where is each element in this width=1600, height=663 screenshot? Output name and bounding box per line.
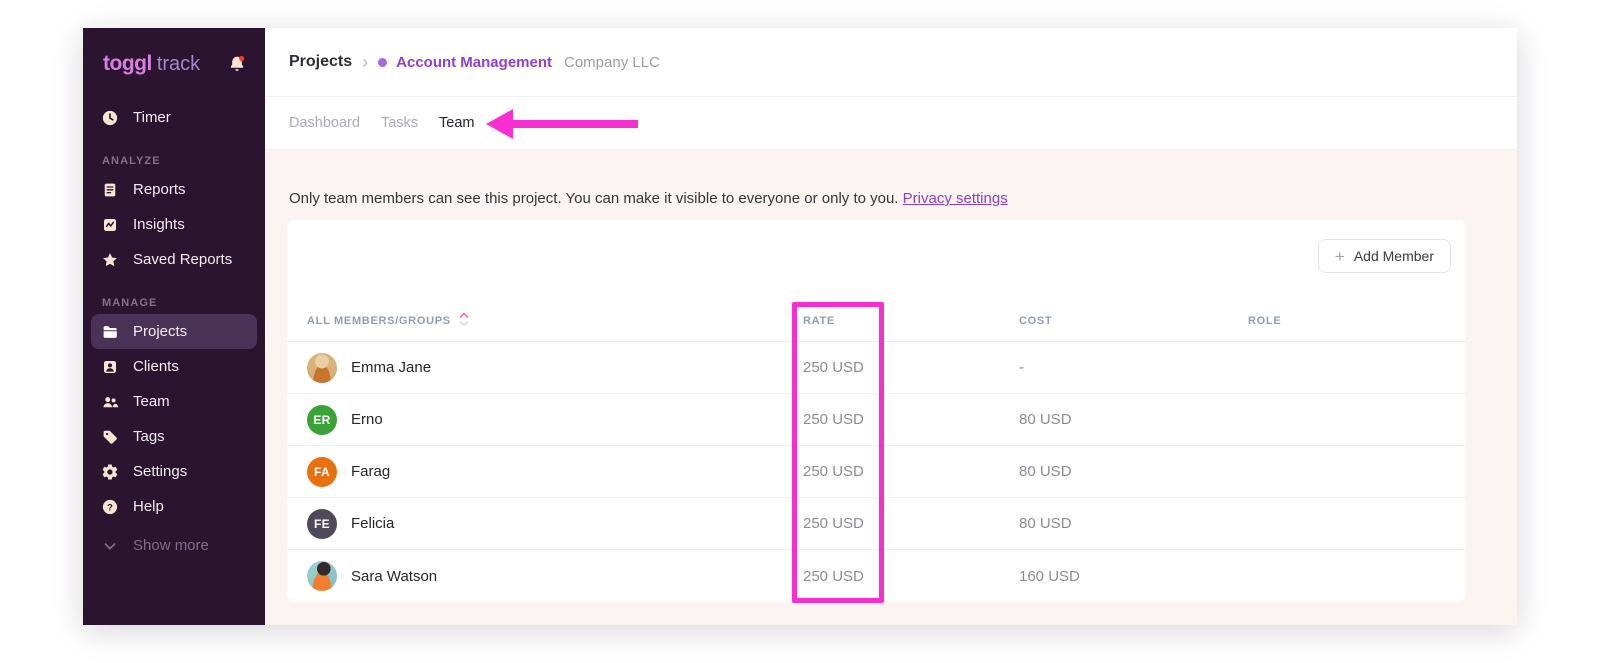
- avatar: ER: [307, 404, 337, 435]
- table-row[interactable]: ER Erno 250 USD 80 USD: [287, 394, 1466, 446]
- column-header-cost[interactable]: COST: [1019, 314, 1053, 327]
- insights-icon: [101, 216, 119, 234]
- rate-value[interactable]: 250 USD: [803, 463, 864, 480]
- sidebar-item-timer[interactable]: Timer: [91, 100, 257, 135]
- privacy-notice-text: Only team members can see this project. …: [289, 190, 899, 207]
- plus-icon: +: [1334, 246, 1345, 266]
- rate-value[interactable]: 250 USD: [803, 515, 864, 532]
- column-header-role[interactable]: ROLE: [1248, 314, 1282, 327]
- sidebar-item-projects[interactable]: Projects: [91, 314, 257, 349]
- breadcrumb-project-name[interactable]: Account Management: [396, 53, 552, 71]
- cost-value: 80 USD: [1019, 411, 1072, 428]
- sidebar-item-label: Team: [133, 393, 170, 410]
- project-color-dot: [378, 57, 388, 67]
- folder-icon: [101, 323, 119, 341]
- sidebar-item-clients[interactable]: Clients: [91, 349, 257, 384]
- add-member-button[interactable]: + Add Member: [1317, 239, 1451, 273]
- rate-value[interactable]: 250 USD: [803, 567, 864, 585]
- section-label-manage: MANAGE: [102, 297, 158, 309]
- sidebar-item-label: Insights: [133, 216, 185, 233]
- table-row[interactable]: FE Felicia 250 USD 80 USD: [287, 498, 1466, 550]
- tab-dashboard[interactable]: Dashboard: [289, 115, 360, 131]
- member-name: Erno: [351, 411, 383, 428]
- sidebar-item-label: Saved Reports: [133, 251, 233, 268]
- table-row[interactable]: Emma Jane 250 USD -: [287, 342, 1466, 394]
- section-label-analyze: ANALYZE: [102, 155, 161, 167]
- chevron-down-icon: [101, 537, 119, 555]
- team-icon: [101, 393, 119, 411]
- privacy-notice: Only team members can see this project. …: [289, 190, 1493, 207]
- avatar: [307, 561, 337, 591]
- sidebar: toggl track Timer ANALYZE: [83, 28, 265, 625]
- breadcrumb-projects[interactable]: Projects: [289, 53, 353, 70]
- breadcrumb-client-name: Company LLC: [564, 53, 660, 71]
- avatar: [307, 352, 337, 383]
- sidebar-item-label: Projects: [133, 323, 188, 340]
- main-area: Projects › Account Management Company LL…: [265, 28, 1517, 625]
- member-name: Farag: [351, 463, 391, 480]
- sidebar-item-label: Timer: [133, 109, 171, 126]
- sidebar-item-insights[interactable]: Insights: [91, 207, 257, 242]
- content-area: Only team members can see this project. …: [265, 150, 1517, 625]
- add-member-label: Add Member: [1353, 248, 1434, 264]
- sidebar-item-settings[interactable]: Settings: [91, 454, 257, 489]
- table-header-row: ALL MEMBERS/GROUPS RATE COST ROLE: [287, 300, 1466, 342]
- avatar: FE: [307, 508, 337, 539]
- column-header-members[interactable]: ALL MEMBERS/GROUPS: [307, 312, 803, 330]
- sort-icon[interactable]: [459, 312, 469, 330]
- breadcrumb-bar: Projects › Account Management Company LL…: [265, 28, 1517, 97]
- column-header-members-label: ALL MEMBERS/GROUPS: [307, 314, 451, 327]
- sidebar-item-saved-reports[interactable]: Saved Reports: [91, 242, 257, 277]
- star-icon: [101, 251, 119, 269]
- team-table-card: + Add Member ALL MEMBERS/GROUPS: [287, 220, 1466, 602]
- cost-value: -: [1019, 359, 1024, 376]
- rate-value[interactable]: 250 USD: [803, 411, 864, 428]
- tag-icon: [101, 428, 119, 446]
- notification-bell-icon[interactable]: [227, 54, 247, 74]
- sidebar-item-label: Tags: [133, 428, 165, 445]
- reports-icon: [101, 181, 119, 199]
- privacy-settings-link[interactable]: Privacy settings: [902, 190, 1008, 207]
- cost-value: 80 USD: [1019, 463, 1072, 480]
- app-window: toggl track Timer ANALYZE: [83, 28, 1517, 625]
- sidebar-item-reports[interactable]: Reports: [91, 172, 257, 207]
- sidebar-item-label: Help: [133, 498, 164, 515]
- toggl-logo-track: track: [156, 52, 201, 75]
- gear-icon: [101, 463, 119, 481]
- avatar: FA: [307, 456, 337, 487]
- help-icon: ?: [101, 498, 119, 516]
- sidebar-item-tags[interactable]: Tags: [91, 419, 257, 454]
- clock-icon: [101, 109, 119, 127]
- sidebar-item-help[interactable]: ? Help: [91, 489, 257, 524]
- cost-value: 80 USD: [1019, 515, 1072, 532]
- tabs-bar: Dashboard Tasks Team: [265, 97, 1517, 150]
- sidebar-show-more[interactable]: Show more: [91, 528, 257, 563]
- client-icon: [101, 358, 119, 376]
- member-name: Sara Watson: [351, 567, 438, 585]
- tab-tasks[interactable]: Tasks: [380, 115, 419, 131]
- table-row[interactable]: Sara Watson 250 USD 160 USD: [287, 550, 1466, 602]
- tab-team[interactable]: Team: [439, 115, 475, 131]
- column-header-rate[interactable]: RATE: [803, 314, 835, 327]
- member-name: Felicia: [351, 515, 395, 532]
- sidebar-item-team[interactable]: Team: [91, 384, 257, 419]
- logo-row: toggl track: [83, 28, 265, 84]
- toggl-logo: toggl: [103, 52, 152, 75]
- rate-value[interactable]: 250 USD: [803, 359, 864, 376]
- member-name: Emma Jane: [351, 359, 432, 376]
- table-row[interactable]: FA Farag 250 USD 80 USD: [287, 446, 1466, 498]
- breadcrumb-separator: ›: [362, 51, 369, 72]
- sidebar-item-label: Settings: [133, 463, 188, 480]
- sidebar-item-label: Clients: [133, 358, 179, 375]
- cost-value: 160 USD: [1019, 567, 1080, 585]
- svg-text:?: ?: [107, 502, 113, 512]
- sidebar-item-label: Show more: [133, 537, 209, 554]
- table-body: Emma Jane 250 USD - ER Erno 250 USD: [287, 342, 1466, 602]
- sidebar-item-label: Reports: [133, 181, 186, 198]
